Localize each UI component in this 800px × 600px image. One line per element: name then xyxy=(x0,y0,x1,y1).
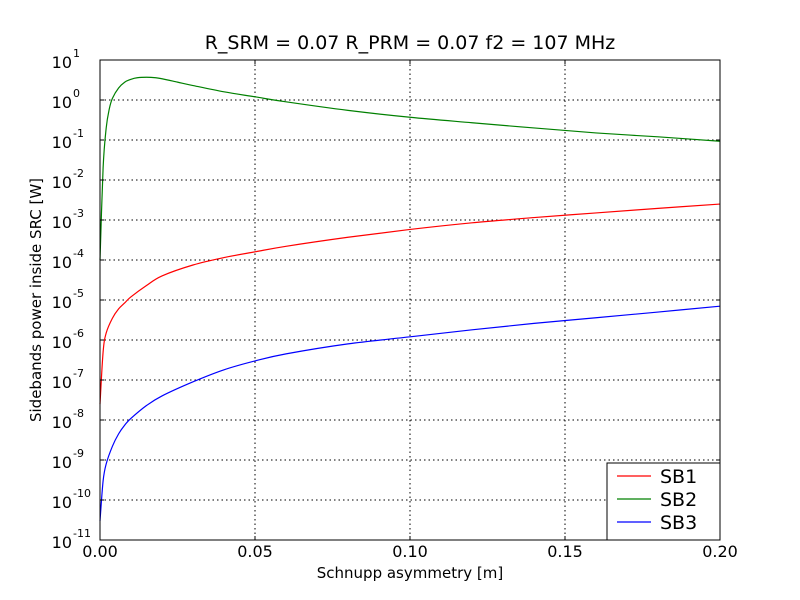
y-tick-exponent: 1 xyxy=(73,47,80,60)
y-tick-exponent: -2 xyxy=(73,167,84,180)
y-tick-exponent: -4 xyxy=(73,247,84,260)
y-tick-exponent: -9 xyxy=(73,447,84,460)
y-tick-label: 10 xyxy=(52,53,72,72)
series-line-sb3 xyxy=(99,305,721,521)
y-tick-label: 10 xyxy=(52,413,72,432)
y-tick-label: 10 xyxy=(52,253,72,272)
x-tick-label: 0.05 xyxy=(237,542,273,561)
y-tick-exponent: -5 xyxy=(73,287,84,300)
x-tick-label: 0.10 xyxy=(392,542,428,561)
y-tick-labels: 10-1110-1010-910-810-710-610-510-410-310… xyxy=(52,47,91,552)
y-tick-label: 10 xyxy=(52,213,72,232)
grid-lines xyxy=(100,60,720,540)
y-tick-label: 10 xyxy=(52,173,72,192)
legend-label-sb3: SB3 xyxy=(660,512,697,534)
y-tick-label: 10 xyxy=(52,333,72,352)
y-axis-label: Sidebands power inside SRC [W] xyxy=(27,178,45,422)
series-layer xyxy=(99,76,721,521)
y-tick-exponent: -10 xyxy=(73,487,91,500)
y-tick-label: 10 xyxy=(52,373,72,392)
chart-title: R_SRM = 0.07 R_PRM = 0.07 f2 = 107 MHz xyxy=(205,32,616,54)
x-axis-label: Schnupp asymmetry [m] xyxy=(317,564,503,582)
y-tick-label: 10 xyxy=(52,493,72,512)
legend-label-sb1: SB1 xyxy=(660,466,697,488)
x-tick-label: 0.20 xyxy=(702,542,738,561)
x-tick-labels: 0.00 0.05 0.10 0.15 0.20 xyxy=(82,542,738,561)
y-tick-exponent: -7 xyxy=(73,367,84,380)
series-line-sb2 xyxy=(99,76,721,261)
y-tick-label: 10 xyxy=(52,93,72,112)
y-tick-exponent: -1 xyxy=(73,127,84,140)
series-line-sb1 xyxy=(99,203,721,405)
y-tick-exponent: -3 xyxy=(73,207,84,220)
x-tick-label: 0.15 xyxy=(547,542,583,561)
y-tick-exponent: -8 xyxy=(73,407,84,420)
x-tick-label: 0.00 xyxy=(82,542,118,561)
axis-ticks xyxy=(99,59,721,541)
y-tick-label: 10 xyxy=(52,293,72,312)
y-tick-exponent: -6 xyxy=(73,327,84,340)
y-tick-exponent: -11 xyxy=(73,527,91,540)
y-tick-label: 10 xyxy=(52,453,72,472)
y-tick-label: 10 xyxy=(52,133,72,152)
y-tick-exponent: 0 xyxy=(73,87,80,100)
y-tick-label: 10 xyxy=(52,533,72,552)
legend-label-sb2: SB2 xyxy=(660,489,697,511)
